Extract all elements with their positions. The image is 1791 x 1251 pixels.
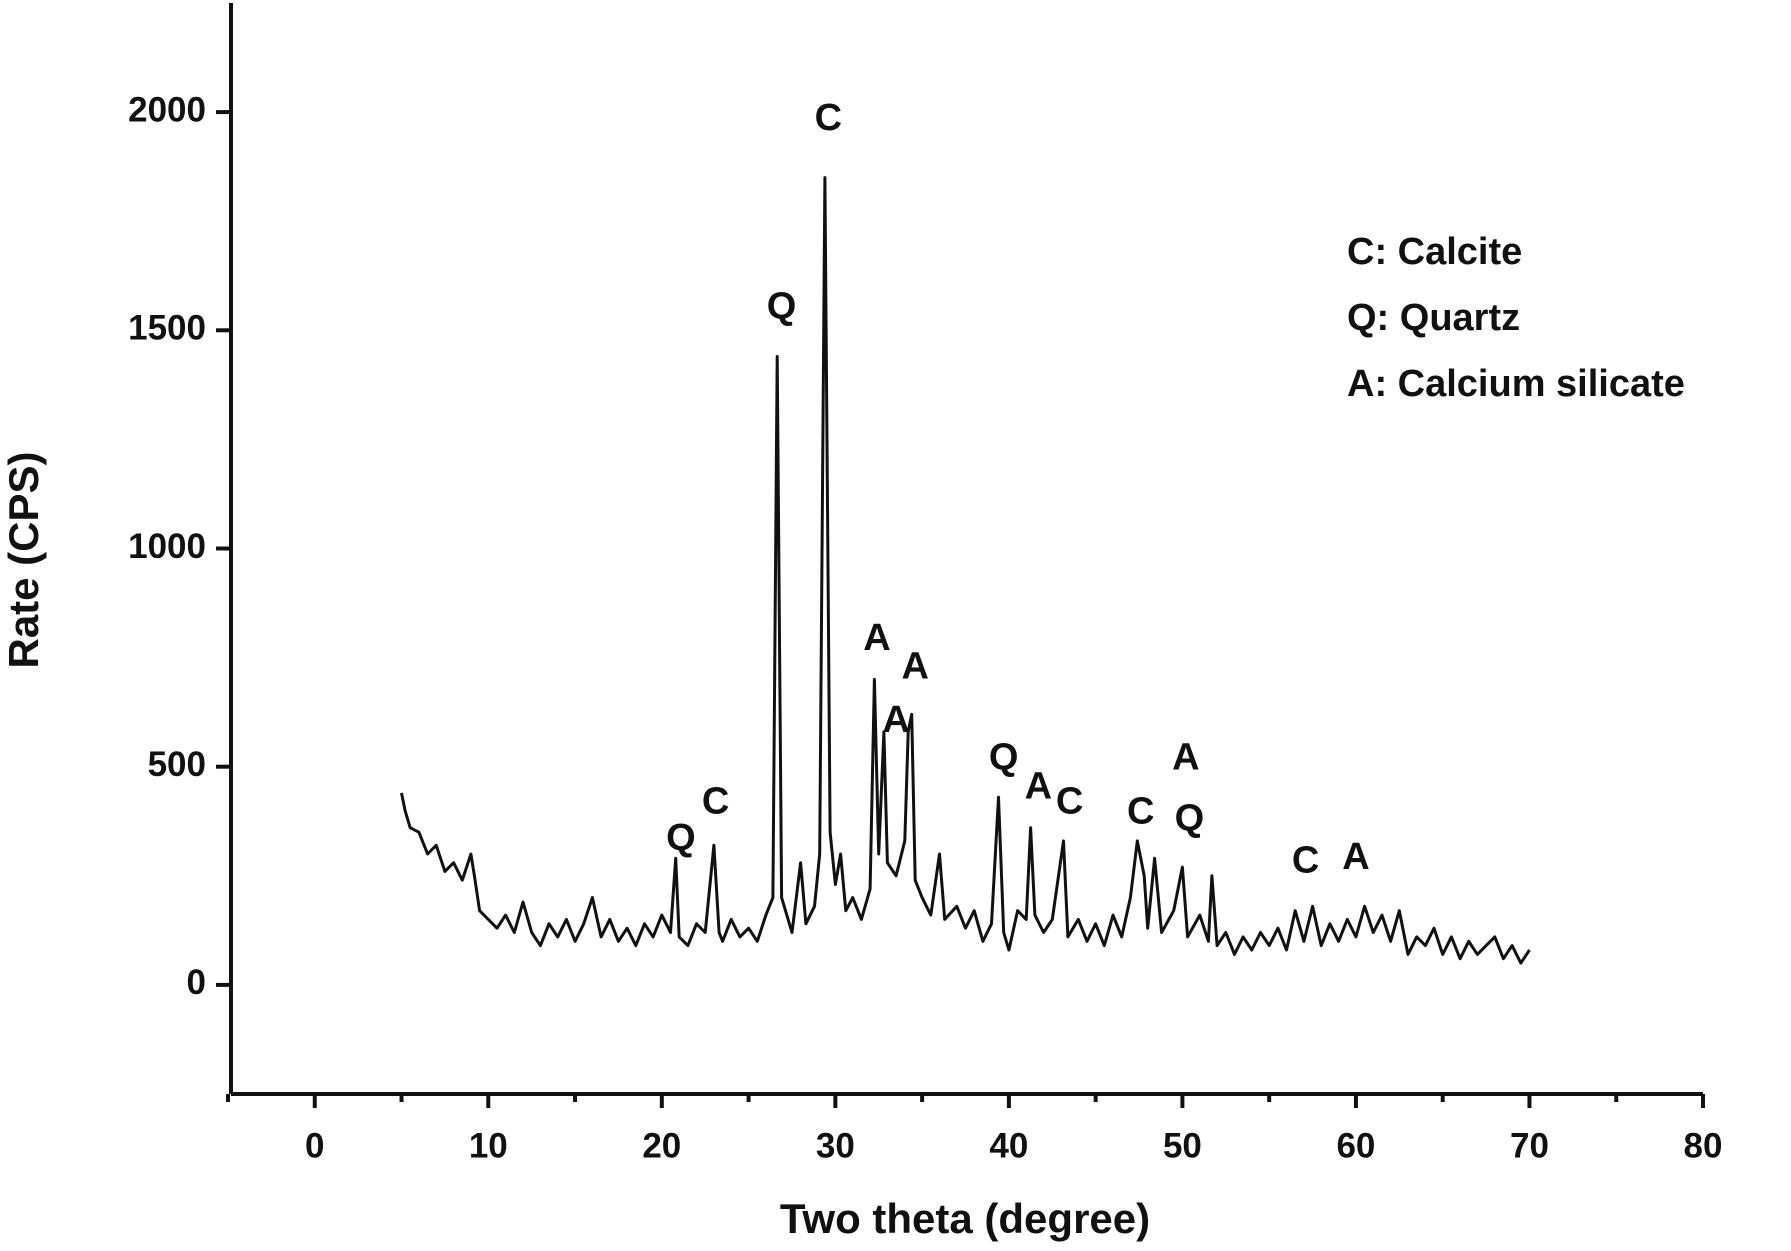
peak-label: C [1292, 840, 1319, 882]
x-tick-label: 0 [305, 1126, 324, 1165]
y-tick-label: 500 [148, 745, 206, 784]
y-tick-label: 1500 [128, 309, 206, 348]
peak-label: A [1342, 836, 1369, 878]
x-tick-label: 10 [469, 1126, 508, 1165]
peak-label: Q [989, 737, 1019, 779]
peak-label: C [815, 97, 842, 139]
x-tick-label: 50 [1163, 1126, 1202, 1165]
peak-label: A [1025, 766, 1052, 808]
key-entry: C: Calcite [1347, 231, 1522, 273]
peak-label: C [1127, 790, 1154, 832]
peak-label: A [863, 617, 890, 659]
x-tick-label: 80 [1684, 1126, 1723, 1165]
peak-label: Q [666, 817, 696, 859]
peak-label: C [1056, 780, 1083, 822]
peak-label: C [702, 780, 729, 822]
x-tick-label: 20 [642, 1126, 681, 1165]
peak-label: A [901, 646, 928, 688]
key-entry: A: Calcium silicate [1347, 363, 1685, 405]
x-tick-label: 60 [1336, 1126, 1375, 1165]
peak-label: Q [767, 286, 797, 328]
key-entry: Q: Quartz [1347, 297, 1520, 339]
pattern-line [400, 176, 1531, 965]
peak-label: A [882, 699, 909, 741]
x-tick-label: 40 [989, 1126, 1028, 1165]
y-tick-label: 2000 [128, 90, 206, 129]
x-tick-label: 30 [816, 1126, 855, 1165]
y-axis-title: Rate (CPS) [0, 451, 47, 668]
peak-label: Q [1175, 797, 1205, 839]
peak-label: A [1172, 737, 1199, 779]
y-tick-label: 0 [187, 963, 206, 1002]
x-axis-title: Two theta (degree) [780, 1195, 1150, 1242]
x-tick-label: 70 [1510, 1126, 1549, 1165]
y-tick-label: 1000 [128, 527, 206, 566]
